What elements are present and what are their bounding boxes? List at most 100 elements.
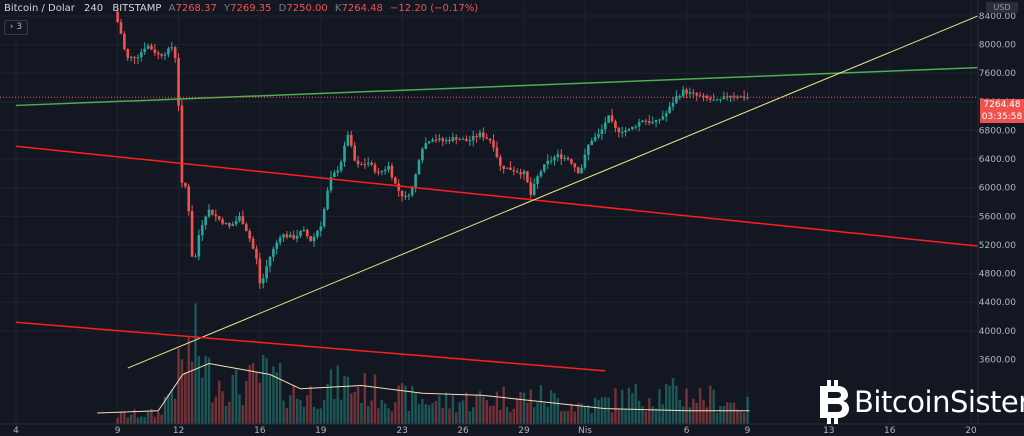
trendlines[interactable] [15, 14, 982, 372]
volume-bar [302, 406, 306, 424]
close-label: K [334, 3, 342, 14]
candle-body [272, 248, 275, 257]
currency-badge[interactable]: USD [986, 2, 1018, 13]
symbol-name[interactable]: Bitcoin / Dolar [4, 3, 75, 14]
candle-body [156, 52, 160, 55]
time-tick-label: 16 [254, 426, 266, 436]
volume-bar [458, 402, 461, 424]
candle-body [597, 134, 600, 137]
volume-bar [468, 411, 472, 424]
volume-bar [129, 414, 133, 424]
candle-body [234, 220, 238, 225]
candle-body [461, 138, 465, 140]
candle-body [336, 170, 340, 173]
volume-bar [610, 412, 614, 424]
candle-body [289, 235, 292, 238]
last-price-label: 7264.48 [980, 99, 1024, 111]
candle-body [309, 236, 312, 242]
volume-bar [709, 385, 712, 424]
candle-body [221, 219, 224, 224]
candle-body [363, 164, 367, 166]
candle-body [268, 256, 272, 267]
volume-bar [356, 386, 360, 424]
candle-body [498, 156, 502, 166]
volume-bar [367, 405, 370, 424]
bitcoin-logo-icon [820, 380, 849, 424]
volume-bar [336, 365, 339, 424]
volume-bar [644, 411, 648, 424]
candle-body [654, 120, 658, 123]
time-axis[interactable]: 4 9 12 16 19 23 26 29 Nis 6 9 13 16 20 [0, 423, 1024, 436]
candle-body [258, 258, 262, 284]
volume-bar [414, 393, 417, 424]
volume-bar [167, 394, 170, 424]
candle-body [614, 121, 617, 129]
volume-bar [194, 303, 197, 424]
volume-bar [204, 355, 207, 424]
candle-body [360, 164, 363, 166]
grid-lines [0, 0, 978, 424]
volume-bar [566, 410, 570, 424]
candle-body [593, 136, 597, 141]
time-tick-label: 4 [13, 426, 19, 436]
candle-body [211, 209, 214, 215]
trendline-red_upper [15, 145, 982, 248]
candle-body [739, 96, 743, 98]
candle-body [553, 157, 556, 161]
candle-body [603, 122, 607, 130]
candle-body [617, 128, 621, 133]
candle-body [238, 216, 241, 221]
volume-bar [438, 395, 441, 424]
volume-bar [499, 409, 502, 424]
candle-body [519, 172, 522, 175]
volume-bar [373, 374, 377, 424]
candle-body [180, 105, 184, 183]
volume-bar [563, 410, 566, 424]
candle-body [438, 138, 441, 140]
volume-bar [319, 408, 322, 424]
candle-body [265, 266, 268, 279]
candle-body [129, 56, 133, 58]
volume-bar [441, 408, 444, 424]
candle-body [631, 126, 634, 129]
volume-bar [705, 407, 709, 424]
indicator-toggle-button[interactable]: › 3 [4, 20, 28, 35]
candle-body [333, 172, 336, 177]
candle-body [167, 48, 170, 55]
volume-bar [539, 385, 543, 424]
candle-body [444, 139, 448, 142]
volume-bar [560, 411, 563, 424]
candle-body [736, 96, 739, 98]
volume-bar [702, 399, 705, 424]
volume-bar [509, 411, 512, 424]
volume-bar [326, 383, 329, 424]
candle-body [729, 95, 732, 98]
volume-bar [228, 401, 231, 424]
candle-body [610, 115, 614, 122]
volume-bar [617, 409, 621, 424]
candle-body [177, 58, 180, 106]
volume-bar [329, 369, 333, 424]
volume-bar [593, 397, 597, 424]
price-tick-label: 5600.00 [979, 212, 1016, 222]
price-axis[interactable]: 4000.00 4400.00 4800.00 5200.00 5600.00 6000.… [977, 0, 1024, 436]
candle-body [404, 196, 407, 198]
candle-body [248, 231, 251, 239]
candle-body [380, 171, 384, 173]
watermark-text: BitcoinSistemi [854, 385, 1024, 419]
price-tick-label: 4800.00 [979, 270, 1016, 280]
time-tick-label: 9 [115, 426, 121, 436]
candle-body [590, 140, 594, 145]
volume-bar [272, 366, 275, 424]
candle-body [407, 195, 411, 197]
volume-bar [719, 406, 722, 424]
volume-bar [255, 371, 258, 424]
candle-body [197, 235, 201, 257]
volume-bar [526, 402, 529, 424]
volume-bar [685, 388, 688, 424]
volume-bar [573, 411, 576, 424]
candle-body [346, 135, 350, 146]
candle-body [339, 161, 343, 171]
time-tick-label: 23 [396, 426, 407, 436]
